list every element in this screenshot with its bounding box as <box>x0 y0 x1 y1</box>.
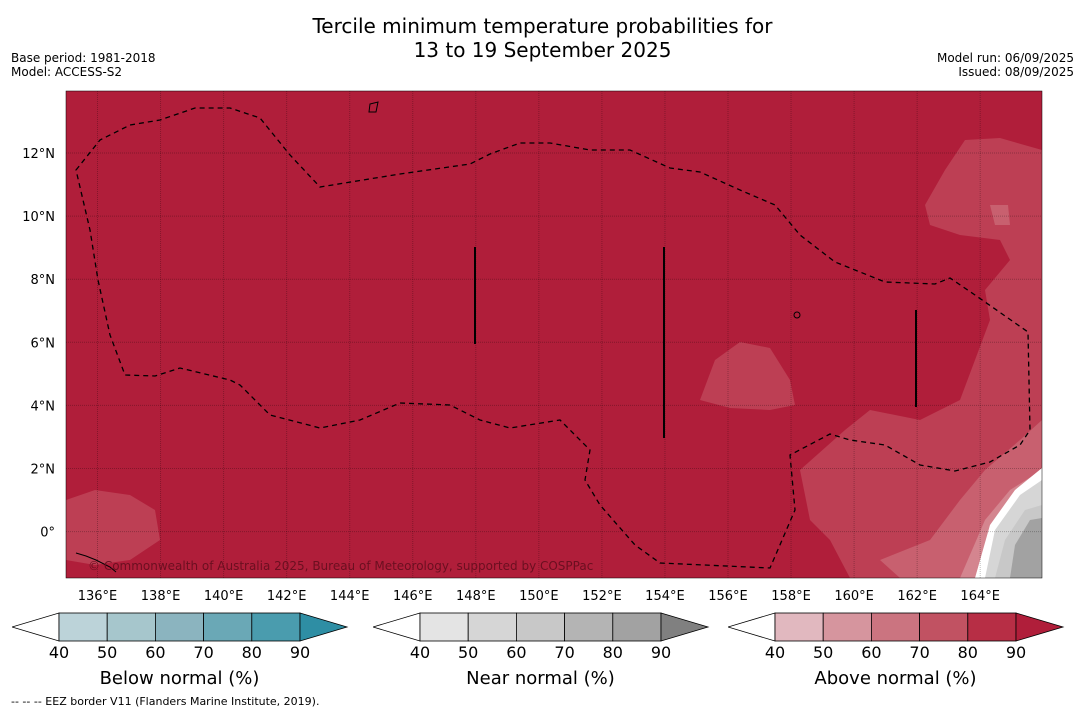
longitude-label: 152°E <box>582 589 622 604</box>
latitude-label: 8°N <box>31 273 56 288</box>
longitude-label: 148°E <box>456 589 496 604</box>
colorbar-segment <box>564 612 614 642</box>
colorbar-tick-label: 80 <box>241 643 262 662</box>
longitude-label: 158°E <box>771 589 811 604</box>
colorbar-title: Above normal (%) <box>814 668 977 689</box>
colorbar-under-triangle <box>12 612 60 642</box>
colorbar-tick-label: 50 <box>813 643 834 662</box>
latitude-label: 0° <box>40 526 55 541</box>
colorbar-segment <box>774 612 824 642</box>
latitude-label: 4°N <box>31 399 56 414</box>
map-title: Tercile minimum temperature probabilitie… <box>0 14 1085 62</box>
colorbar-segment <box>106 612 156 642</box>
colorbar-tick-label: 40 <box>409 643 431 662</box>
colorbar-tick-label: 40 <box>764 643 786 662</box>
colorbar-under-triangle <box>728 612 776 642</box>
colorbar-tick-label: 70 <box>909 643 930 662</box>
colorbar-tick-label: 90 <box>289 643 311 662</box>
longitude-label: 142°E <box>267 589 307 604</box>
latitude-label: 12°N <box>22 147 55 162</box>
above-70-region-west <box>66 490 160 565</box>
longitude-label: 144°E <box>330 589 370 604</box>
longitude-labels: 136°E 138°E 140°E 142°E 144°E 146°E 148°E 150°E… <box>78 589 1000 604</box>
colorbar-segment <box>154 612 204 642</box>
colorbar-2 <box>373 612 710 642</box>
meta-right: Model run: 06/09/2025 Issued: 08/09/2025 <box>937 51 1074 79</box>
colorbar-segment <box>58 612 108 642</box>
colorbar-tick-label: 60 <box>145 643 166 662</box>
colorbar-segment <box>251 612 301 642</box>
longitude-label: 154°E <box>645 589 685 604</box>
colorbar-segment <box>967 612 1017 642</box>
above-60-spot <box>990 205 1010 225</box>
colorbar-segment <box>515 612 565 642</box>
colorbar-tick-label: 70 <box>193 643 214 662</box>
island-marker <box>368 101 379 113</box>
base-period: Base period: 1981-2018 <box>11 51 156 65</box>
title-line-2: 13 to 19 September 2025 <box>413 38 672 62</box>
latitude-label: 10°N <box>22 210 55 225</box>
colorbar-tick-label: 50 <box>97 643 118 662</box>
colorbar-segment <box>870 612 920 642</box>
colorbar-segment <box>612 612 662 642</box>
colorbar-tick-label: 50 <box>458 643 479 662</box>
longitude-label: 138°E <box>141 589 181 604</box>
longitude-label: 146°E <box>393 589 433 604</box>
issued-date: Issued: 08/09/2025 <box>958 65 1074 79</box>
colorbar-over-triangle <box>660 612 710 642</box>
model-run: Model run: 06/09/2025 <box>936 51 1074 65</box>
graticule <box>66 91 1042 578</box>
colorbar-segment <box>822 612 872 642</box>
longitude-label: 136°E <box>78 589 118 604</box>
colorbar-tick-label: 70 <box>554 643 575 662</box>
colorbar-segment <box>419 612 469 642</box>
longitude-label: 140°E <box>204 589 244 604</box>
colorbar-title: Near normal (%) <box>466 668 615 689</box>
colorbar-1 <box>12 612 349 642</box>
copyright-text: © Commonwealth of Australia 2025, Bureau… <box>88 559 593 573</box>
latitude-labels: 12°N 10°N 8°N 6°N 4°N 2°N 0° <box>22 147 55 541</box>
colorbar-tick-label: 80 <box>602 643 623 662</box>
longitude-label: 164°E <box>960 589 1000 604</box>
colorbar-segment <box>467 612 517 642</box>
eez-footer-note: -- -- -- EEZ border V11 (Flanders Marine… <box>11 695 320 708</box>
meta-left: Base period: 1981-2018 Model: ACCESS-S2 <box>11 51 156 79</box>
map-frame <box>65 90 1043 579</box>
colorbar-title: Below normal (%) <box>99 668 260 689</box>
colorbar-3 <box>728 612 1065 642</box>
title-line-1: Tercile minimum temperature probabilitie… <box>312 14 773 38</box>
colorbar-over-triangle <box>1015 612 1065 642</box>
latitude-label: 6°N <box>31 336 56 351</box>
colorbar-tick-label: 90 <box>1005 643 1027 662</box>
colorbar-tick-label: 80 <box>957 643 978 662</box>
colorbar-tick-label: 90 <box>650 643 672 662</box>
coastline-fragment <box>75 552 117 573</box>
map-area <box>66 91 1042 578</box>
longitude-label: 160°E <box>834 589 874 604</box>
colorbar-tick-label: 40 <box>48 643 70 662</box>
colorbar-segment <box>203 612 253 642</box>
colorbar-tick-label: 60 <box>861 643 882 662</box>
eez-border-line <box>75 107 1031 569</box>
longitude-label: 156°E <box>708 589 748 604</box>
model-name: Model: ACCESS-S2 <box>11 65 123 79</box>
above-70-region-east <box>800 138 1042 578</box>
island-marker <box>793 311 801 319</box>
colorbar-segment <box>919 612 969 642</box>
colorbar-tick-label: 60 <box>506 643 527 662</box>
above-70-region-central <box>700 342 795 410</box>
colorbar-under-triangle <box>373 612 421 642</box>
colorbar-over-triangle <box>299 612 349 642</box>
near-70-region <box>1010 518 1042 578</box>
latitude-label: 2°N <box>31 463 56 478</box>
longitude-label: 162°E <box>897 589 937 604</box>
longitude-label: 150°E <box>519 589 559 604</box>
